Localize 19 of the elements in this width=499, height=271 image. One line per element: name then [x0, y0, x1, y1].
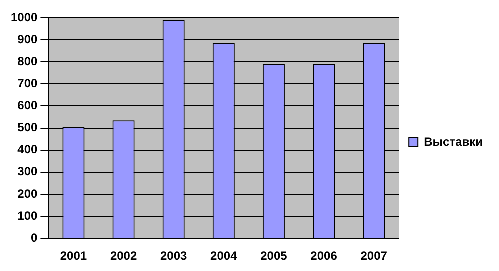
y-tick-label: 100 — [18, 208, 38, 223]
y-tick-label: 800 — [18, 54, 38, 68]
x-tick-label: 2006 — [310, 249, 338, 264]
y-tick-label: 400 — [18, 142, 38, 157]
y-tick-label: 600 — [18, 98, 38, 113]
y-tick-label: 300 — [18, 164, 38, 179]
x-tick-label: 2004 — [210, 249, 238, 264]
y-tick-label: 200 — [18, 186, 38, 201]
x-tick-label: 2001 — [60, 249, 88, 264]
x-tick-label: 2002 — [110, 249, 138, 264]
x-tick-label: 2003 — [160, 249, 188, 264]
x-tick-label: 2007 — [360, 249, 388, 264]
y-tick-label: 1000 — [10, 10, 38, 24]
y-tick-label: 0 — [31, 230, 38, 245]
y-tick-label: 700 — [18, 76, 38, 90]
x-tick-label: 2005 — [260, 249, 288, 264]
legend-label: Выставки — [424, 134, 484, 149]
y-tick-label: 500 — [18, 120, 38, 135]
y-tick-label: 900 — [18, 32, 38, 46]
